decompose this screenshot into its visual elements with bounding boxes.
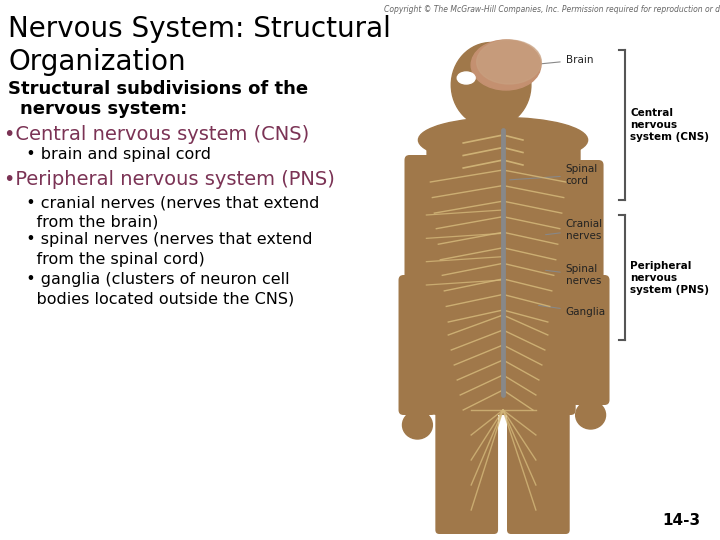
Ellipse shape	[457, 72, 475, 84]
Text: Nervous System: Structural: Nervous System: Structural	[8, 15, 391, 43]
FancyBboxPatch shape	[405, 155, 442, 295]
Ellipse shape	[477, 40, 541, 84]
Text: 14-3: 14-3	[662, 513, 700, 528]
Ellipse shape	[418, 118, 588, 163]
Text: Central
nervous
system (CNS): Central nervous system (CNS)	[631, 109, 709, 141]
Ellipse shape	[402, 411, 433, 439]
Ellipse shape	[576, 401, 606, 429]
Text: Cranial
nerves: Cranial nerves	[546, 219, 603, 241]
Text: • brain and spinal cord: • brain and spinal cord	[16, 147, 211, 162]
Text: • ganglia (clusters of neuron cell
    bodies located outside the CNS): • ganglia (clusters of neuron cell bodie…	[16, 272, 294, 307]
Text: Copyright © The McGraw-Hill Companies, Inc. Permission required for reproduction: Copyright © The McGraw-Hill Companies, I…	[384, 5, 720, 14]
Text: •Central nervous system (CNS): •Central nervous system (CNS)	[4, 125, 310, 144]
Text: • spinal nerves (nerves that extend
    from the spinal cord): • spinal nerves (nerves that extend from…	[16, 232, 312, 267]
FancyBboxPatch shape	[426, 130, 580, 345]
FancyBboxPatch shape	[431, 320, 576, 415]
FancyBboxPatch shape	[399, 275, 436, 415]
Text: Ganglia: Ganglia	[539, 306, 606, 317]
FancyBboxPatch shape	[507, 396, 570, 534]
Ellipse shape	[451, 43, 531, 127]
Ellipse shape	[471, 40, 541, 90]
Text: Structural subdivisions of the: Structural subdivisions of the	[8, 80, 308, 98]
Text: •Peripheral nervous system (PNS): •Peripheral nervous system (PNS)	[4, 170, 335, 189]
FancyBboxPatch shape	[566, 160, 603, 295]
Text: Brain: Brain	[531, 55, 593, 65]
Text: Peripheral
nervous
system (PNS): Peripheral nervous system (PNS)	[631, 261, 709, 295]
Text: Spinal
nerves: Spinal nerves	[546, 264, 601, 286]
Text: nervous system:: nervous system:	[20, 100, 187, 118]
FancyBboxPatch shape	[476, 86, 508, 132]
Text: Spinal
cord: Spinal cord	[510, 164, 598, 186]
FancyBboxPatch shape	[572, 275, 610, 405]
Text: • cranial nerves (nerves that extend
    from the brain): • cranial nerves (nerves that extend fro…	[16, 195, 320, 230]
FancyBboxPatch shape	[436, 396, 498, 534]
Text: Organization: Organization	[8, 48, 186, 76]
